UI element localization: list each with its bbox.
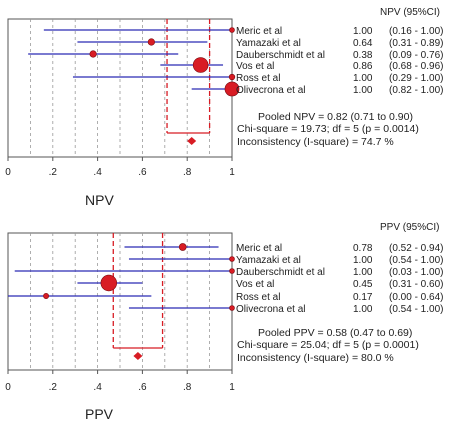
x-tick-label: 1	[229, 382, 235, 393]
x-tick-label: .2	[49, 382, 58, 393]
study-estimate-value: 1.00	[353, 304, 373, 315]
study-ci-value: (0.31 - 0.60)	[389, 279, 443, 290]
study-estimate-value: 0.45	[353, 279, 373, 290]
study-name: Vos et al	[236, 61, 274, 72]
study-name: Yamazaki et al	[236, 255, 301, 266]
study-ci-value: (0.54 - 1.00)	[389, 255, 443, 266]
x-tick-label: 1	[229, 167, 235, 178]
study-name: Ross et al	[236, 73, 280, 84]
study-ci-value: (0.54 - 1.00)	[389, 304, 443, 315]
study-ci-value: (0.31 - 0.89)	[389, 38, 443, 49]
study-point-estimate	[89, 50, 97, 58]
study-estimate-value: 1.00	[353, 26, 373, 37]
x-tick-label: .4	[93, 167, 102, 178]
study-point-estimate	[229, 305, 235, 311]
study-point-estimate	[192, 57, 209, 73]
x-tick-label: 0	[5, 382, 11, 393]
inconsistency-text: Inconsistency (I-square) = 80.0 %	[237, 352, 394, 364]
study-name: Vos et al	[236, 279, 274, 290]
x-tick-label: .8	[183, 382, 192, 393]
study-name: Meric et al	[236, 243, 282, 254]
study-estimate-value: 0.78	[353, 243, 373, 254]
x-tick-label: .2	[49, 167, 58, 178]
npv-panel-label: NPV	[85, 192, 114, 208]
study-ci-value: (0.29 - 1.00)	[389, 73, 443, 84]
study-point-estimate	[228, 73, 236, 81]
study-estimate-value: 1.00	[353, 267, 373, 278]
study-ci-value: (0.09 - 0.76)	[389, 50, 443, 61]
study-estimate-value: 0.86	[353, 61, 373, 72]
study-point-estimate	[229, 27, 235, 33]
study-point-estimate	[100, 274, 118, 292]
study-name: Dauberschmidt et al	[236, 50, 325, 61]
x-tick-label: .6	[138, 382, 147, 393]
study-ci-value: (0.68 - 0.96)	[389, 61, 443, 72]
x-tick-label: 0	[5, 167, 11, 178]
pooled-estimate-text: Pooled NPV = 0.82 (0.71 to 0.90)	[258, 111, 413, 123]
study-name: Meric et al	[236, 26, 282, 37]
study-ci-value: (0.82 - 1.00)	[389, 85, 443, 96]
pooled-estimate-text: Pooled PPV = 0.58 (0.47 to 0.69)	[258, 327, 412, 339]
study-name: Yamazaki et al	[236, 38, 301, 49]
x-tick-label: .4	[93, 382, 102, 393]
study-estimate-value: 0.17	[353, 292, 373, 303]
study-point-estimate	[224, 81, 240, 97]
study-point-estimate	[147, 38, 155, 46]
ppv-forest-plot: 0 .2 .4 .6 .8 1 Meric et al 0.78 (0.52 - 0.94) Ya…	[5, 222, 443, 393]
x-tick-label: .8	[183, 167, 192, 178]
x-tick-label: .6	[138, 167, 147, 178]
study-estimate-value: 1.00	[353, 255, 373, 266]
study-estimate-value: 0.38	[353, 50, 373, 61]
study-ci-value: (0.52 - 0.94)	[389, 243, 443, 254]
study-ci-value: (0.16 - 1.00)	[389, 26, 443, 37]
study-point-estimate	[178, 243, 187, 251]
pooled-estimate-diamond	[187, 137, 197, 145]
study-estimate-value: 1.00	[353, 73, 373, 84]
study-ci-value: (0.03 - 1.00)	[389, 267, 443, 278]
chi-square-text: Chi-square = 25.04; df = 5 (p = 0.0001)	[237, 339, 419, 351]
study-name: Dauberschmidt et al	[236, 267, 325, 278]
study-ci-value: (0.00 - 0.64)	[389, 292, 443, 303]
stat-column-header: NPV (95%CI)	[380, 7, 440, 18]
study-estimate-value: 1.00	[353, 85, 373, 96]
study-estimate-value: 0.64	[353, 38, 373, 49]
pooled-estimate-diamond	[133, 352, 143, 360]
npv-forest-plot: 0 .2 .4 .6 .8 1 Meric et al 1.00 (0.16 - 1.00) Ya…	[5, 7, 443, 178]
stat-column-header: PPV (95%CI)	[380, 222, 439, 233]
study-name: Olivecrona et al	[236, 304, 305, 315]
ppv-panel-label: PPV	[85, 406, 114, 422]
study-point-estimate	[229, 256, 235, 262]
study-name: Olivecrona et al	[236, 85, 305, 96]
study-point-estimate	[229, 268, 235, 274]
study-name: Ross et al	[236, 292, 280, 303]
inconsistency-text: Inconsistency (I-square) = 74.7 %	[237, 136, 394, 148]
chi-square-text: Chi-square = 19.73; df = 5 (p = 0.0014)	[237, 123, 419, 135]
study-point-estimate	[43, 293, 50, 299]
